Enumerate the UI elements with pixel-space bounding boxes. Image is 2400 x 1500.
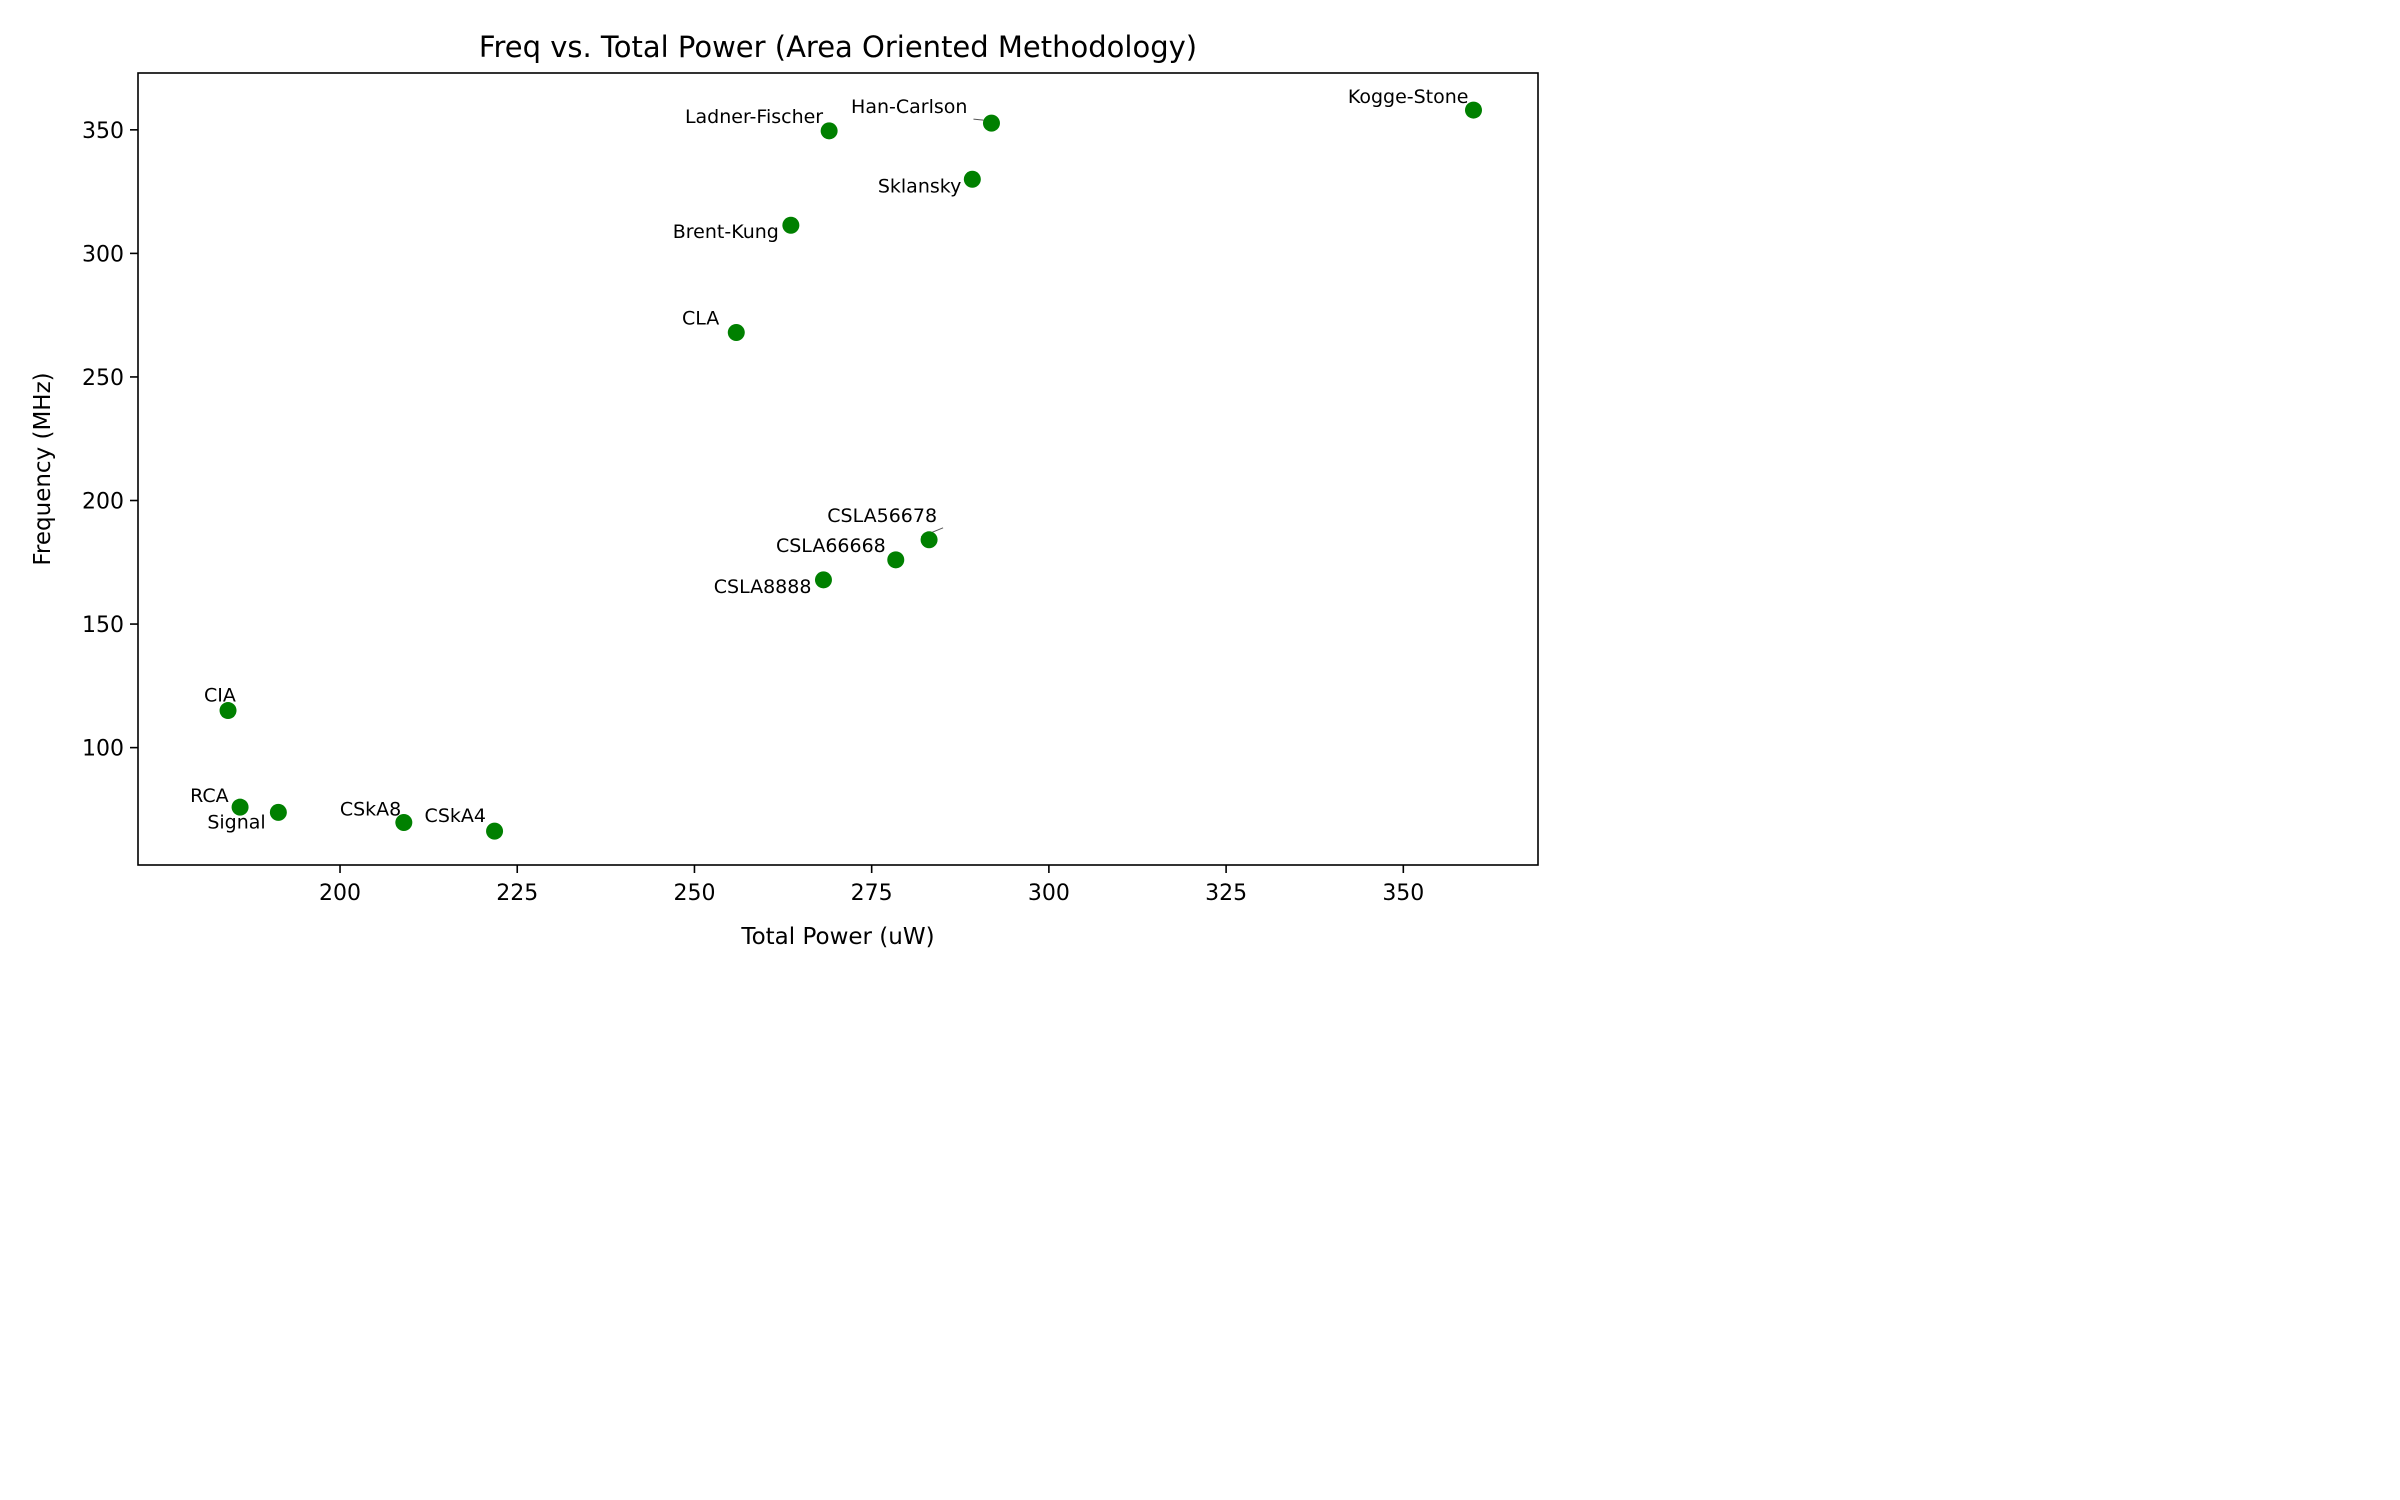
y-tick-label: 150 [82,613,124,638]
chart-title: Freq vs. Total Power (Area Oriented Meth… [479,30,1197,64]
point-label: Signal [207,811,265,833]
x-tick-label: 275 [851,881,893,906]
data-point [814,571,832,589]
x-tick-label: 325 [1205,881,1247,906]
data-point [395,813,413,831]
axis-ticks: 200 225 250 275 300 325 350 100 150 200 250 300 350 [82,119,1424,906]
data-point [269,803,287,821]
point-label: Sklansky [878,175,962,197]
y-axis-label: Frequency (MHz) [30,372,56,565]
plot-frame [137,72,1539,866]
point-label: CLA [682,307,719,329]
x-tick-label: 200 [319,881,361,906]
point-label: CSLA8888 [714,576,812,598]
point-label: Ladner-Fischer [685,106,823,128]
x-tick-label: 300 [1028,881,1070,906]
data-point [963,170,981,188]
data-point [887,551,905,569]
point-annotations: Kogge-Stone Han-Carlson Ladner-Fischer Skla… [190,86,1468,833]
y-tick-label: 200 [82,490,124,515]
point-label: Han-Carlson [851,96,967,118]
data-point [782,216,800,234]
point-label: Kogge-Stone [1348,86,1469,108]
point-label: RCA [190,785,229,807]
x-axis-label: Total Power (uW) [740,924,934,950]
y-tick-label: 250 [82,366,124,391]
point-label: CSLA66668 [776,535,886,557]
data-point [486,822,504,840]
point-label: CSkA8 [340,798,401,820]
data-point [1464,101,1482,119]
data-point [982,114,1000,132]
x-tick-label: 225 [496,881,538,906]
y-tick-label: 350 [82,119,124,144]
data-point [727,323,745,341]
point-label: Brent-Kung [673,221,779,243]
data-point [231,798,249,816]
data-points [219,101,1482,840]
data-point [920,531,938,549]
point-label: CSkA4 [425,805,486,827]
scatter-chart: Freq vs. Total Power (Area Oriented Meth… [30,30,1539,950]
data-point [219,702,237,720]
x-tick-label: 250 [673,881,715,906]
x-tick-label: 350 [1382,881,1424,906]
y-tick-label: 100 [82,737,124,762]
point-label: CIA [204,685,236,707]
data-point [820,122,838,140]
leader-line [973,118,984,121]
point-label: CSLA56678 [827,505,937,527]
y-tick-label: 300 [82,242,124,267]
